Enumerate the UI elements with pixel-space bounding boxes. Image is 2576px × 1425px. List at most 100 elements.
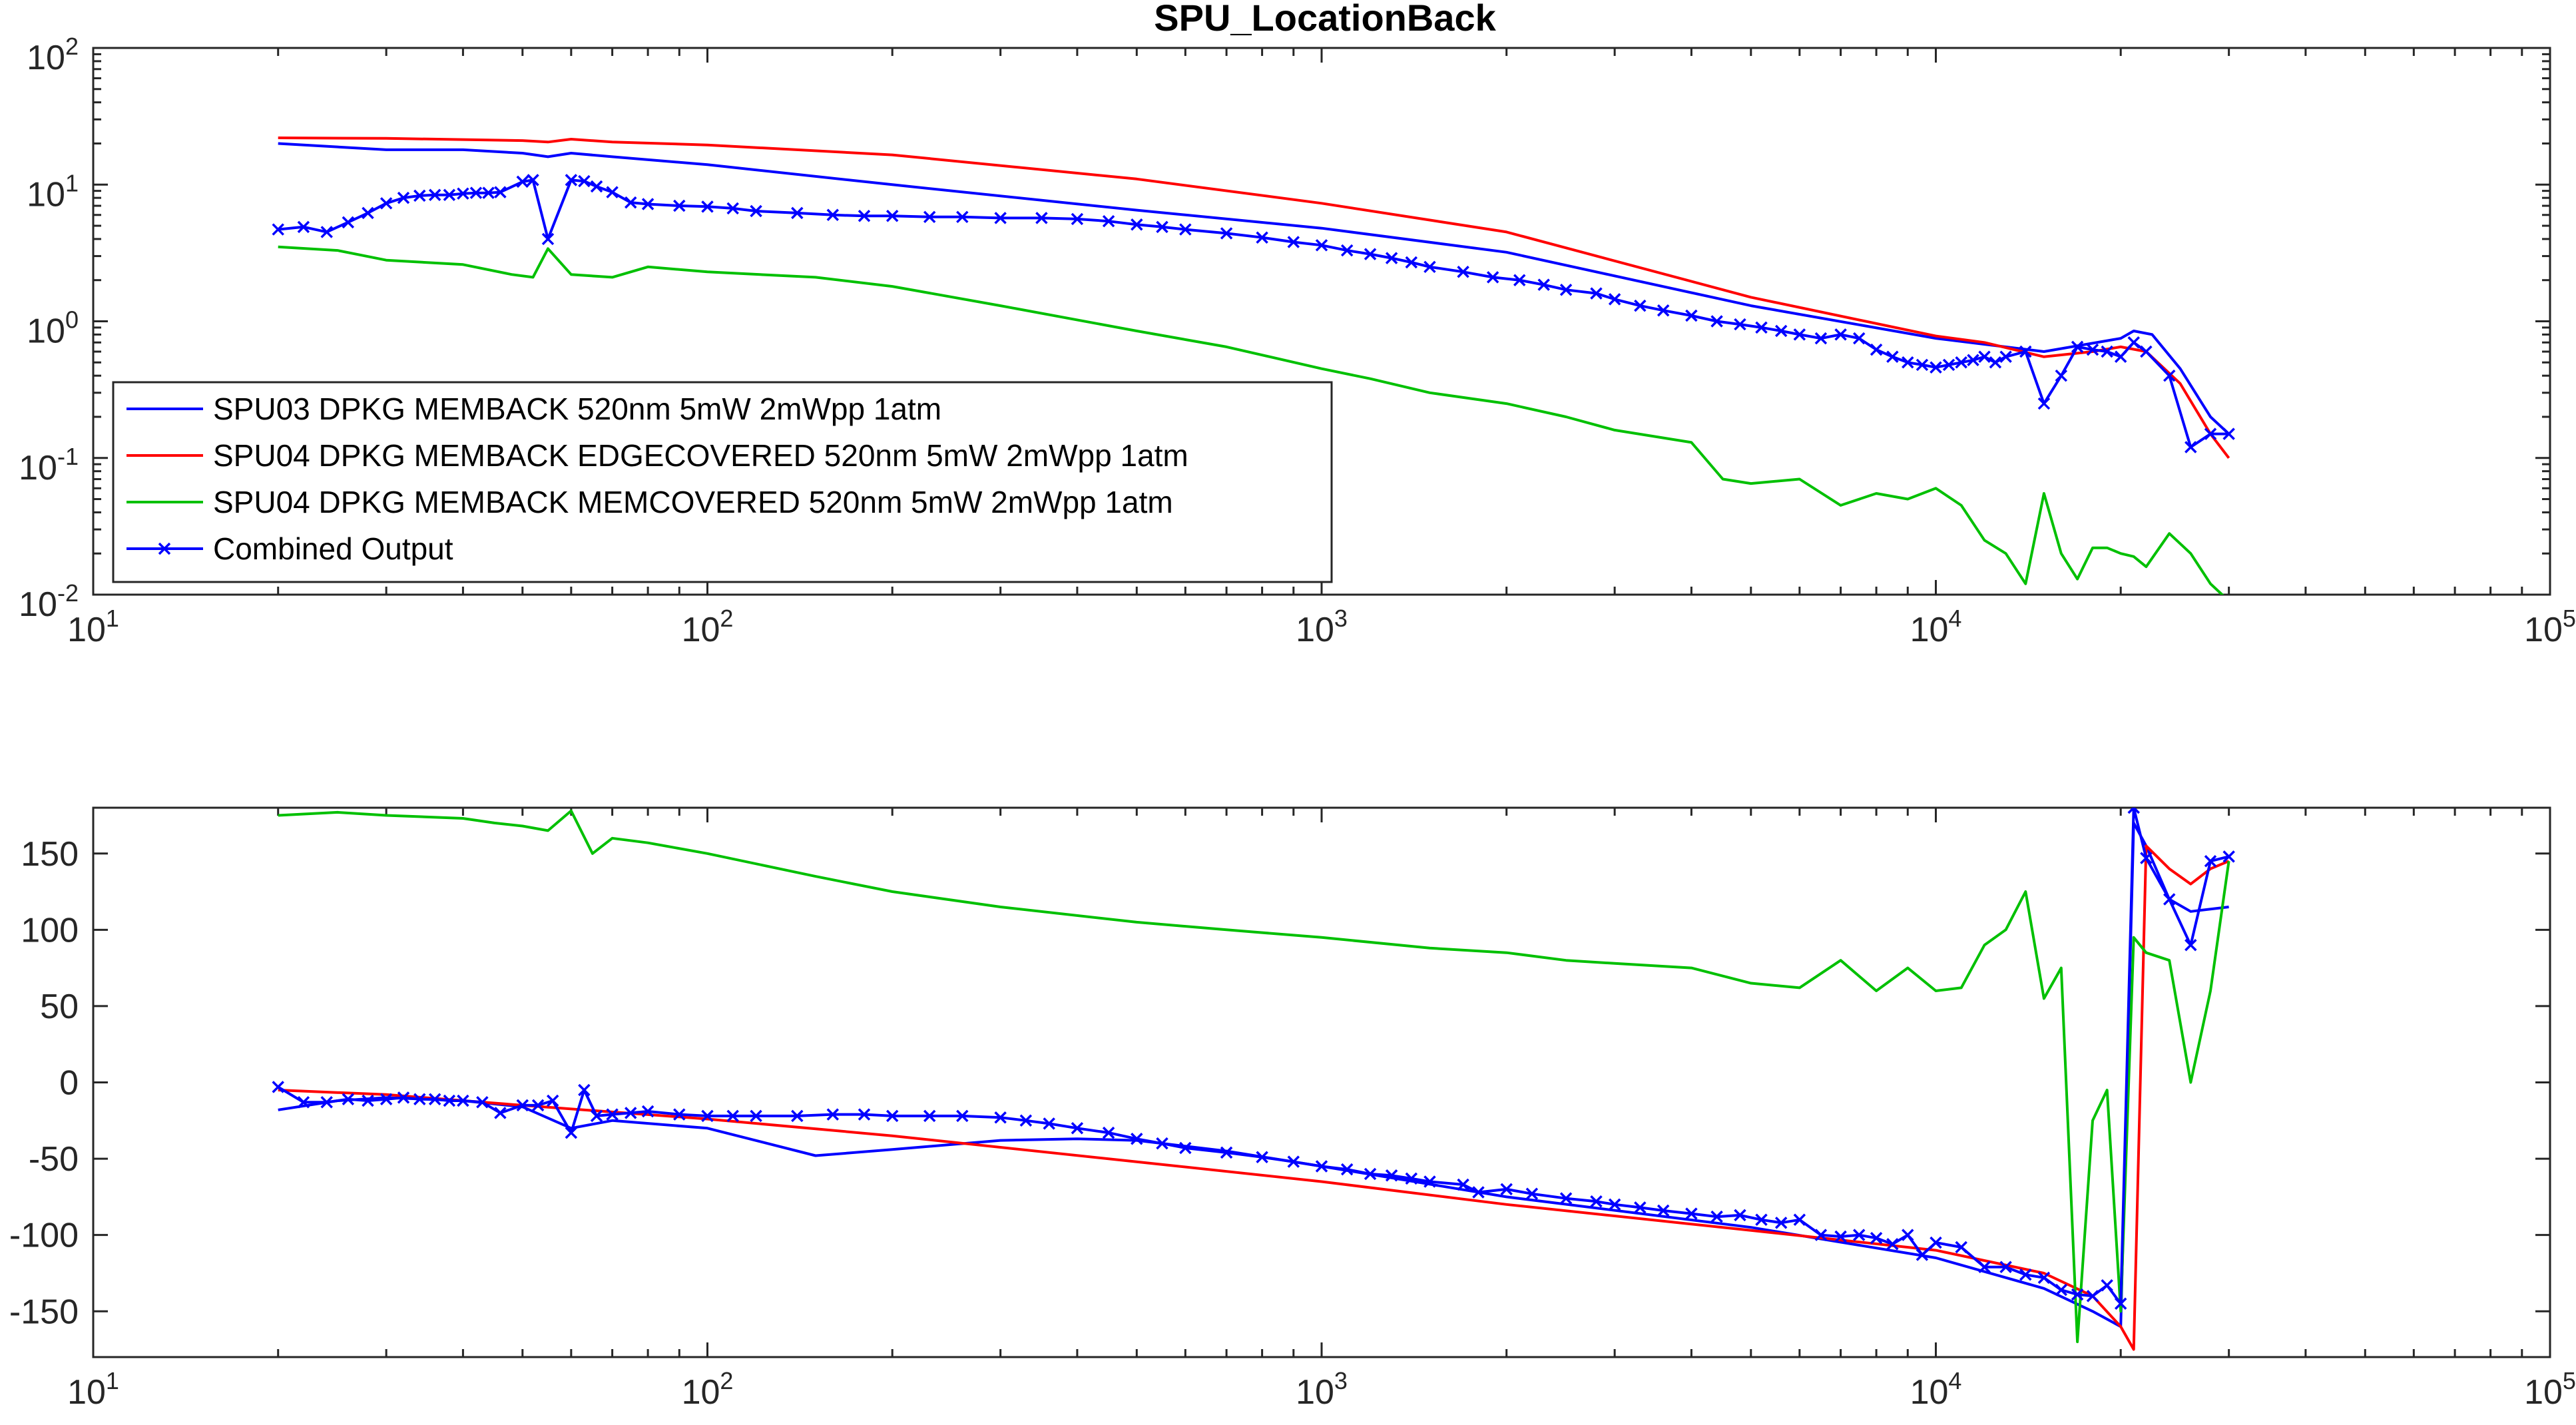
phase-data-point-marker xyxy=(1405,1172,1418,1185)
phase-data-point-marker xyxy=(362,1094,374,1107)
magnitude-data-point-marker xyxy=(1978,350,1991,364)
magnitude-data-point-marker xyxy=(1916,358,1929,372)
magnitude-data-point-marker xyxy=(516,175,529,188)
phase-data-point-marker xyxy=(2055,1283,2068,1296)
magnitude-data-point-marker xyxy=(1886,350,1899,364)
phase-data-point-marker xyxy=(428,1093,441,1105)
phase-data-point-marker xyxy=(1590,1195,1603,1208)
magnitude-data-point-marker xyxy=(1071,212,1084,226)
phase-data-point-marker xyxy=(1999,1261,2012,1274)
magnitude-data-point-marker xyxy=(1457,266,1469,278)
legend-label-3: Combined Output xyxy=(213,531,453,566)
phase-data-point-marker xyxy=(1500,1183,1513,1196)
magnitude-data-point-marker xyxy=(1131,218,1143,231)
phase-data-point-marker xyxy=(1423,1175,1436,1188)
phase-y-tick-label: 100 xyxy=(21,911,79,950)
magnitude-data-point-marker xyxy=(2071,340,2084,354)
phase-data-point-marker xyxy=(1043,1117,1055,1130)
phase-data-point-marker xyxy=(476,1096,489,1109)
magnitude-data-point-marker xyxy=(791,206,804,220)
phase-data-point-marker xyxy=(2222,850,2235,863)
phase-data-point-marker xyxy=(1870,1232,1883,1245)
phase-data-point-marker xyxy=(2204,854,2217,868)
phase-series-line-1 xyxy=(278,844,2230,1351)
phase-x-tick-label: 104 xyxy=(1910,1367,1962,1412)
legend-box xyxy=(112,381,1333,583)
magnitude-series-line-2 xyxy=(278,245,2224,595)
phase-y-tick-label: 0 xyxy=(59,1064,79,1103)
phase-data-point-marker xyxy=(272,1081,284,1093)
magnitude-data-point-marker xyxy=(457,187,469,200)
magnitude-data-point-marker xyxy=(2127,336,2140,349)
phase-data-point-marker xyxy=(2071,1288,2084,1301)
phase-data-point-marker xyxy=(2019,1269,2032,1281)
phase-data-point-marker xyxy=(397,1091,410,1104)
magnitude-data-point-marker xyxy=(320,226,333,238)
magnitude-data-point-marker xyxy=(590,180,603,193)
phase-data-point-marker xyxy=(413,1093,426,1105)
phase-data-point-marker xyxy=(2037,1271,2051,1284)
magnitude-data-point-marker xyxy=(1256,231,1268,244)
phase-axes-box xyxy=(92,806,2551,1358)
magnitude-data-point-marker xyxy=(1774,324,1788,338)
phase-data-point-marker xyxy=(1364,1167,1377,1181)
magnitude-data-point-marker xyxy=(1590,287,1603,300)
magnitude-data-point-marker xyxy=(1902,356,1914,369)
magnitude-data-point-marker xyxy=(565,174,578,186)
phase-data-point-marker xyxy=(531,1099,545,1112)
magnitude-data-point-marker xyxy=(673,199,686,212)
magnitude-data-point-marker xyxy=(750,204,762,218)
phase-data-point-marker xyxy=(1685,1207,1698,1220)
magnitude-series-line-0 xyxy=(278,142,2230,435)
magnitude-data-point-marker xyxy=(428,188,441,202)
phase-data-point-marker xyxy=(956,1109,969,1123)
phase-data-point-marker xyxy=(2163,893,2176,906)
phase-data-point-marker xyxy=(297,1096,310,1109)
magnitude-data-point-marker xyxy=(1220,227,1233,240)
magnitude-data-point-marker xyxy=(2055,369,2068,382)
phase-data-point-marker xyxy=(791,1109,804,1123)
phase-data-point-marker xyxy=(1634,1201,1647,1214)
legend-marker-3 xyxy=(158,542,171,555)
magnitude-data-point-marker xyxy=(1755,321,1768,334)
magnitude-data-point-marker xyxy=(641,198,654,210)
magnitude-data-point-marker xyxy=(1385,252,1398,264)
magnitude-x-tick-label: 102 xyxy=(682,605,734,649)
phase-y-tick-label: -150 xyxy=(9,1292,79,1331)
magnitude-data-point-marker xyxy=(701,200,714,213)
phase-data-point-marker xyxy=(2127,808,2140,814)
magnitude-data-point-marker xyxy=(413,189,426,202)
magnitude-data-point-marker xyxy=(2185,441,2197,453)
phase-data-point-marker xyxy=(625,1107,637,1119)
magnitude-y-tick-label: 10-2 xyxy=(19,579,79,624)
magnitude-x-tick-label: 103 xyxy=(1296,605,1348,649)
magnitude-x-tick-label: 105 xyxy=(2524,605,2576,649)
phase-data-point-marker xyxy=(750,1109,762,1123)
phase-data-point-marker xyxy=(1340,1163,1354,1176)
phase-y-tick-label: -50 xyxy=(29,1140,79,1179)
phase-data-point-marker xyxy=(886,1109,899,1123)
phase-data-point-marker xyxy=(1916,1249,1929,1261)
magnitude-data-point-marker xyxy=(726,202,739,215)
magnitude-data-point-marker xyxy=(2101,345,2113,358)
magnitude-data-point-marker xyxy=(1834,328,1847,341)
magnitude-data-point-marker xyxy=(1814,332,1828,345)
phase-data-point-marker xyxy=(673,1108,686,1121)
phase-data-point-marker xyxy=(1657,1204,1670,1217)
phase-data-point-marker xyxy=(1559,1192,1573,1205)
magnitude-data-point-marker xyxy=(380,197,393,210)
phase-x-tick-label: 102 xyxy=(682,1367,734,1412)
phase-data-point-marker xyxy=(726,1109,739,1123)
phase-x-tick-label: 105 xyxy=(2524,1367,2576,1412)
magnitude-data-point-marker xyxy=(2163,369,2176,382)
magnitude-data-point-marker xyxy=(469,186,483,199)
phase-data-point-marker xyxy=(1710,1210,1723,1223)
magnitude-data-point-marker xyxy=(541,232,555,246)
phase-data-point-marker xyxy=(858,1108,871,1121)
magnitude-data-point-marker xyxy=(1657,304,1670,317)
phase-data-point-marker xyxy=(380,1093,393,1105)
phase-data-point-marker xyxy=(565,1126,578,1139)
phase-data-point-marker xyxy=(2185,939,2197,952)
phase-data-point-marker xyxy=(1131,1133,1143,1145)
phase-data-point-marker xyxy=(994,1111,1007,1124)
